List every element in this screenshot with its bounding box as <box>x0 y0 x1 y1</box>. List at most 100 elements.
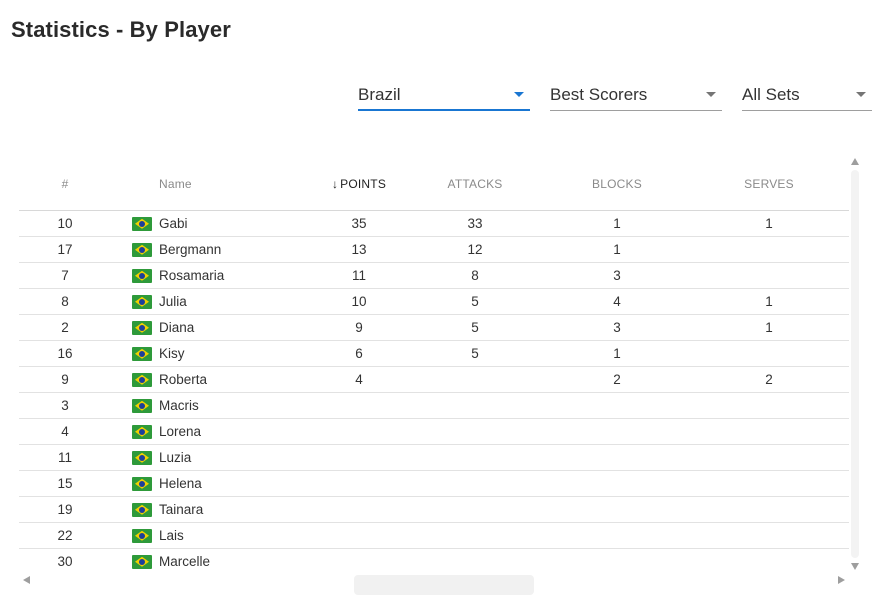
points-value: 4 <box>313 366 405 393</box>
flag-cell <box>111 418 153 445</box>
table-row[interactable]: 10 Gabi 35 33 1 1 <box>19 210 849 237</box>
brazil-flag-icon <box>132 372 152 387</box>
serves-value: 1 <box>689 288 849 315</box>
points-value <box>313 444 405 471</box>
player-number: 30 <box>19 548 111 570</box>
player-name: Tainara <box>153 496 313 523</box>
serves-value <box>689 340 849 367</box>
horizontal-scroll-thumb[interactable] <box>354 575 534 595</box>
team-select[interactable]: Brazil <box>358 83 530 111</box>
player-number: 16 <box>19 340 111 367</box>
flag-cell <box>111 496 153 523</box>
blocks-value <box>545 418 689 445</box>
column-header-blocks[interactable]: BLOCKS <box>545 158 689 211</box>
points-value <box>313 522 405 549</box>
table-row[interactable]: 9 Roberta 4 2 2 <box>19 366 849 393</box>
table-row[interactable]: 22 Lais <box>19 522 849 549</box>
player-name: Roberta <box>153 366 313 393</box>
table-row[interactable]: 8 Julia 10 5 4 1 <box>19 288 849 315</box>
vertical-scrollbar[interactable] <box>849 158 861 570</box>
table-row[interactable]: 4 Lorena <box>19 418 849 445</box>
flag-cell <box>111 548 153 570</box>
player-name: Lorena <box>153 418 313 445</box>
flag-cell <box>111 366 153 393</box>
arrow-down-icon: ↓ <box>331 176 339 191</box>
brazil-flag-icon <box>132 268 152 283</box>
column-header-attacks[interactable]: ATTACKS <box>405 158 545 211</box>
points-value <box>313 392 405 419</box>
blocks-value <box>545 392 689 419</box>
attacks-value: 33 <box>405 210 545 237</box>
flag-cell <box>111 236 153 263</box>
dropdown-arrow-icon[interactable] <box>856 92 866 97</box>
flag-cell <box>111 522 153 549</box>
team-select-value: Brazil <box>358 85 401 104</box>
player-number: 22 <box>19 522 111 549</box>
attacks-value: 5 <box>405 314 545 341</box>
column-header-points[interactable]: ↓ POINTS <box>313 158 405 211</box>
horizontal-scrollbar[interactable] <box>19 574 849 595</box>
player-number: 15 <box>19 470 111 497</box>
attacks-value <box>405 470 545 497</box>
brazil-flag-icon <box>132 554 152 569</box>
player-name: Luzia <box>153 444 313 471</box>
brazil-flag-icon <box>132 346 152 361</box>
points-value: 35 <box>313 210 405 237</box>
scroll-up-arrow-icon[interactable] <box>851 158 859 165</box>
player-name: Gabi <box>153 210 313 237</box>
player-name: Bergmann <box>153 236 313 263</box>
attacks-value <box>405 392 545 419</box>
table-row[interactable]: 16 Kisy 6 5 1 <box>19 340 849 367</box>
scroll-down-arrow-icon[interactable] <box>851 563 859 570</box>
player-number: 19 <box>19 496 111 523</box>
sets-select-value: All Sets <box>742 85 800 104</box>
scroll-right-arrow-icon[interactable] <box>838 576 845 584</box>
column-header-name[interactable]: Name <box>111 158 313 211</box>
scroll-left-arrow-icon[interactable] <box>23 576 30 584</box>
category-select[interactable]: Best Scorers <box>550 83 722 111</box>
player-number: 8 <box>19 288 111 315</box>
player-name: Rosamaria <box>153 262 313 289</box>
blocks-value: 3 <box>545 262 689 289</box>
attacks-value <box>405 548 545 570</box>
blocks-value: 3 <box>545 314 689 341</box>
vertical-scroll-track[interactable] <box>851 170 859 558</box>
category-select-value: Best Scorers <box>550 85 648 104</box>
column-header-serves[interactable]: SERVES <box>689 158 849 211</box>
player-name: Kisy <box>153 340 313 367</box>
column-header-name-label: Name <box>159 176 192 191</box>
table-row[interactable]: 19 Tainara <box>19 496 849 523</box>
table-row[interactable]: 3 Macris <box>19 392 849 419</box>
serves-value <box>689 236 849 263</box>
table-row[interactable]: 7 Rosamaria 11 8 3 <box>19 262 849 289</box>
dropdown-arrow-icon[interactable] <box>706 92 716 97</box>
blocks-value: 1 <box>545 236 689 263</box>
points-value: 11 <box>313 262 405 289</box>
table-row[interactable]: 17 Bergmann 13 12 1 <box>19 236 849 263</box>
brazil-flag-icon <box>132 242 152 257</box>
serves-value: 1 <box>689 210 849 237</box>
table-row[interactable]: 2 Diana 9 5 3 1 <box>19 314 849 341</box>
column-header-number[interactable]: # <box>19 158 111 211</box>
blocks-value <box>545 522 689 549</box>
flag-cell <box>111 470 153 497</box>
dropdown-arrow-icon[interactable] <box>514 92 524 97</box>
player-number: 9 <box>19 366 111 393</box>
player-number: 3 <box>19 392 111 419</box>
attacks-value <box>405 496 545 523</box>
attacks-value <box>405 418 545 445</box>
table-row[interactable]: 15 Helena <box>19 470 849 497</box>
table-row[interactable]: 11 Luzia <box>19 444 849 471</box>
table-header-row: # Name ↓ POINTS ATTACKS BLOCKS SERVES <box>19 158 849 211</box>
table-row[interactable]: 30 Marcelle <box>19 548 849 570</box>
attacks-value <box>405 522 545 549</box>
attacks-value <box>405 366 545 393</box>
flag-cell <box>111 392 153 419</box>
sets-select[interactable]: All Sets <box>742 83 872 111</box>
points-value <box>313 548 405 570</box>
blocks-value: 1 <box>545 210 689 237</box>
flag-cell <box>111 262 153 289</box>
blocks-value <box>545 470 689 497</box>
stats-table-container: # Name ↓ POINTS ATTACKS BLOCKS SERVES 10 G… <box>19 158 849 570</box>
blocks-value: 2 <box>545 366 689 393</box>
